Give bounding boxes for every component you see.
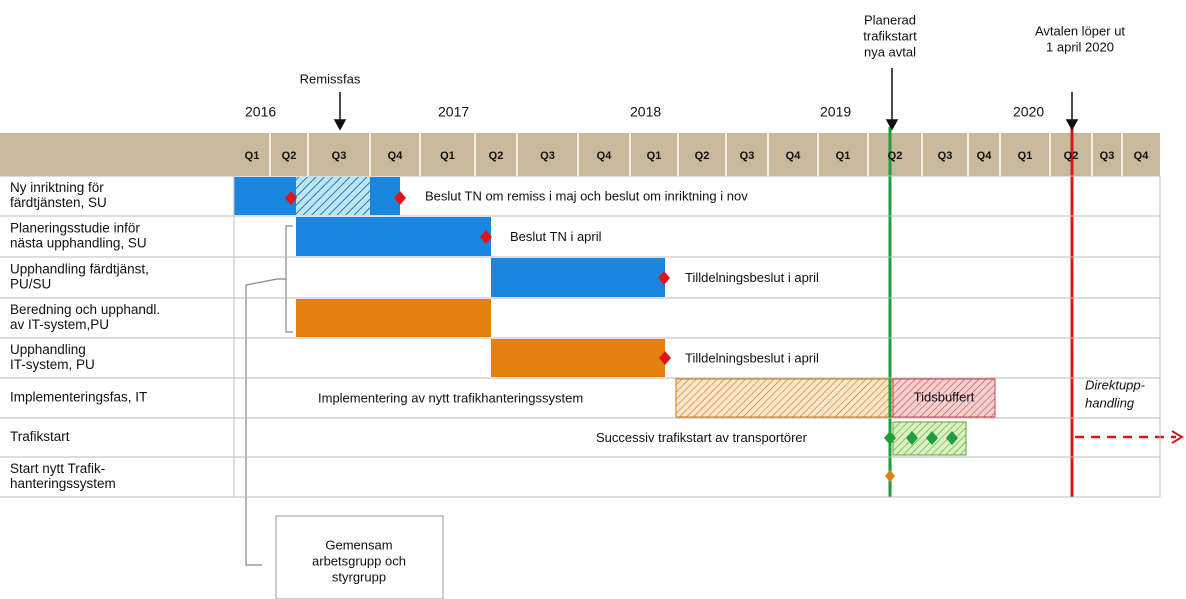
year: 2017: [438, 104, 469, 120]
callout-text: arbetsgrupp och: [312, 553, 406, 568]
row-label: Trafikstart: [10, 429, 70, 444]
quarter: Q1: [245, 150, 260, 162]
row-label: Beredning och upphandl.: [10, 302, 160, 317]
milestones-green: [884, 431, 958, 445]
annotation: handling: [1085, 395, 1135, 410]
annotation: Planerad: [864, 12, 916, 27]
quarter: Q4: [388, 150, 404, 162]
bar: [491, 339, 665, 377]
row-note: Beslut TN i april: [510, 229, 602, 244]
bar: [491, 258, 665, 297]
year: 2016: [245, 104, 276, 120]
annotation: Remissfas: [300, 71, 361, 86]
buffer: [892, 378, 996, 418]
quarter: Q3: [332, 150, 347, 162]
row-label: Start nytt Trafik-: [10, 461, 105, 476]
row-note: Successiv trafikstart av transportörer: [596, 430, 808, 445]
quarter: Q3: [740, 150, 755, 162]
annotation: Avtalen löper ut: [1035, 23, 1125, 38]
bar: [296, 299, 491, 337]
quarter: Q2: [489, 150, 504, 162]
annotation: trafikstart: [863, 28, 917, 43]
quarter: Q4: [1134, 150, 1150, 162]
milestones: [285, 191, 671, 365]
row-label: IT-system, PU: [10, 357, 95, 372]
row-label: Implementeringsfas, IT: [10, 390, 147, 405]
quarter: Q2: [282, 150, 297, 162]
row-label: av IT-system,PU: [10, 317, 109, 332]
year: 2018: [630, 104, 661, 120]
quarter: Q2: [1064, 150, 1079, 162]
bar-hatched: [296, 177, 370, 215]
row-label: nästa upphandling, SU: [10, 236, 147, 251]
row-label: Ny inriktning för: [10, 180, 104, 195]
quarter: Q2: [695, 150, 710, 162]
row-note: Tilldelningsbeslut i april: [685, 350, 819, 365]
row-label: färdtjänsten, SU: [10, 195, 107, 210]
bar-hatched: [675, 378, 894, 418]
row-label: PU/SU: [10, 277, 51, 292]
milestone-orange: [885, 470, 895, 482]
header-band: [0, 133, 1160, 176]
row-label: Upphandling: [10, 342, 86, 357]
callout-box: [275, 515, 444, 599]
quarter: Q2: [888, 150, 903, 162]
quarter: Q1: [836, 150, 851, 162]
annotation: 1 april 2020: [1046, 39, 1114, 54]
row-note: Implementering av nytt trafikhanteringss…: [318, 390, 583, 405]
row-label: hanteringssystem: [10, 476, 116, 491]
quarter: Q1: [647, 150, 662, 162]
callout-text: styrgrupp: [332, 569, 386, 584]
arrows: [333, 68, 1079, 131]
quarter: Q3: [1100, 150, 1115, 162]
row-note: Tilldelningsbeslut i april: [685, 270, 819, 285]
quarter: Q1: [440, 150, 455, 162]
row-note: Beslut TN om remiss i maj och beslut om …: [425, 188, 748, 203]
quarter: Q3: [540, 150, 555, 162]
quarter: Q4: [597, 150, 613, 162]
annotation: Direktupp-: [1085, 377, 1146, 392]
row-label: Planeringsstudie inför: [10, 221, 140, 236]
row-label: Upphandling färdtjänst,: [10, 262, 149, 277]
quarter: Q4: [786, 150, 802, 162]
quarter: Q3: [938, 150, 953, 162]
quarter: Q4: [977, 150, 993, 162]
annotation: nya avtal: [864, 44, 916, 59]
year: 2019: [820, 104, 851, 120]
year: 2020: [1013, 104, 1044, 120]
arrow-head: [1171, 430, 1184, 444]
quarter: Q1: [1018, 150, 1033, 162]
callout-text: Gemensam: [325, 537, 392, 552]
bar: [296, 217, 491, 256]
bracket: [245, 225, 293, 566]
buffer-label: Tidsbuffert: [914, 389, 975, 404]
